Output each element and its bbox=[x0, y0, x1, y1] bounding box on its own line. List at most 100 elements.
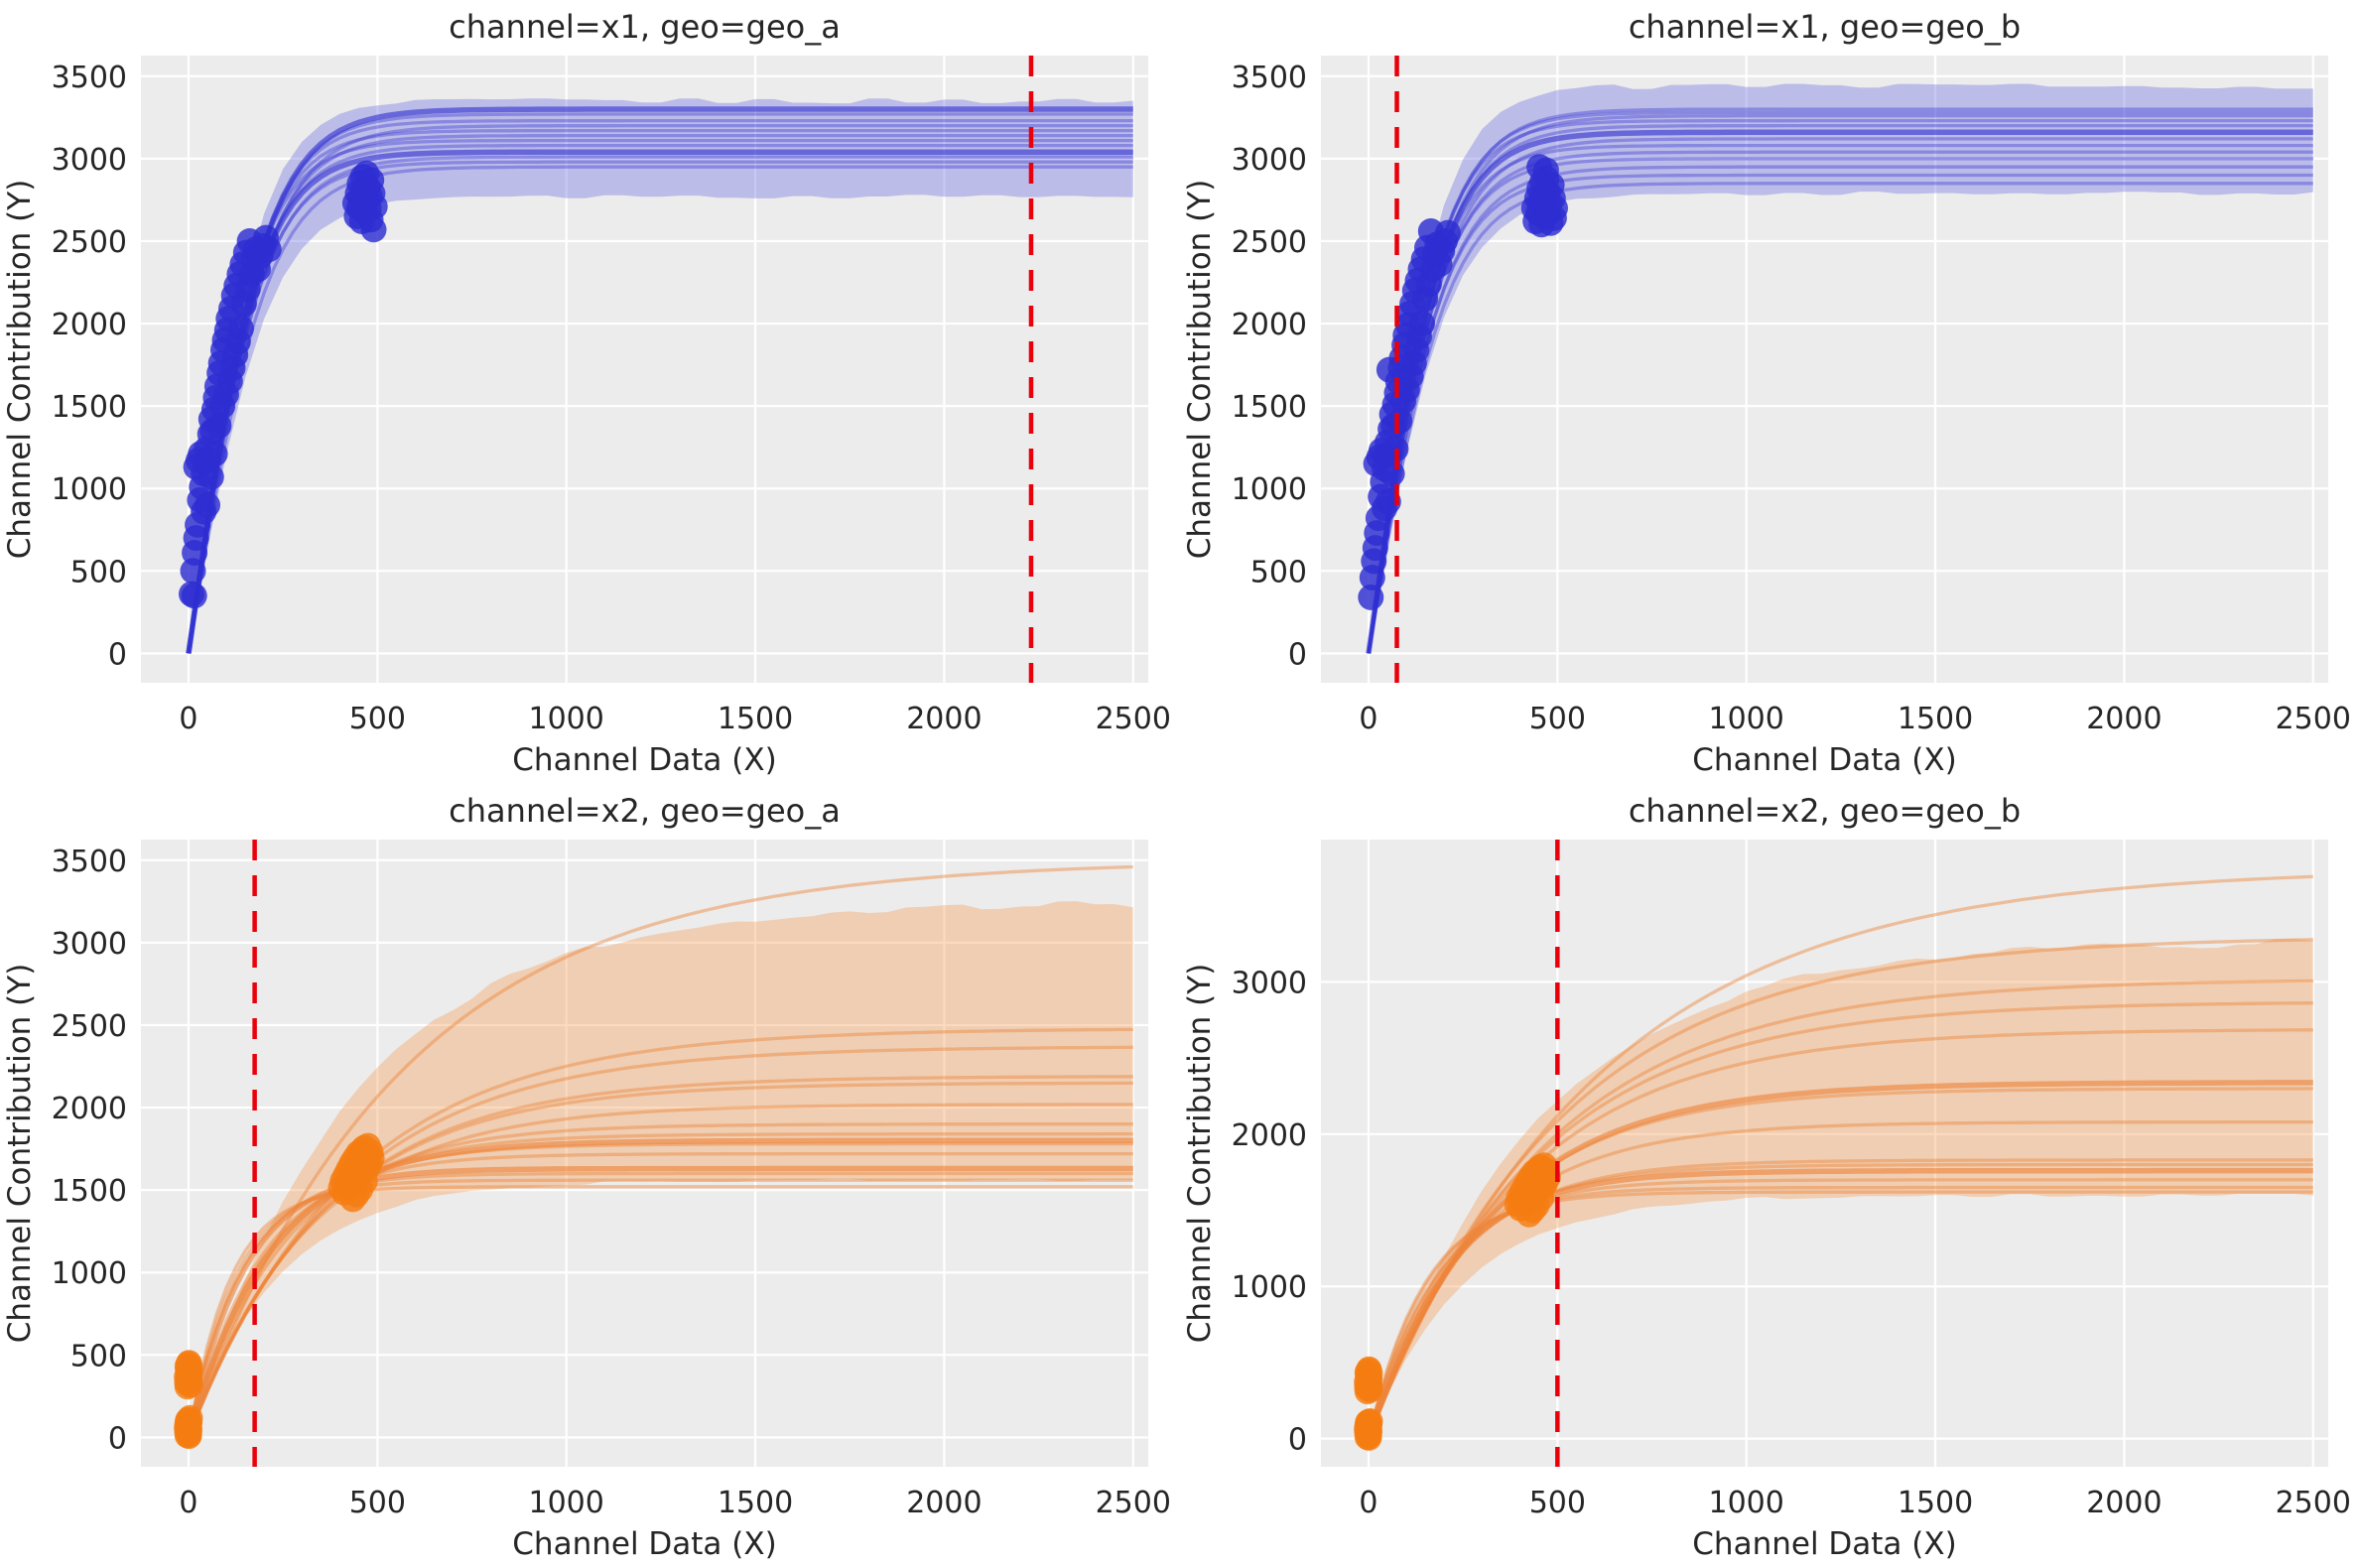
saturation-curve bbox=[1367, 110, 2313, 654]
scatter-point bbox=[181, 583, 207, 609]
y-tick-label: 2500 bbox=[52, 1009, 127, 1044]
x-tick-label: 1000 bbox=[529, 1486, 604, 1520]
scatter-point bbox=[1357, 1376, 1383, 1403]
x-tick-label: 2500 bbox=[2276, 702, 2351, 736]
y-tick-label: 2500 bbox=[52, 225, 127, 260]
saturation-curve bbox=[187, 155, 1133, 654]
scatter-point bbox=[201, 441, 228, 467]
scatter-point bbox=[176, 1423, 202, 1450]
x-tick-label: 1000 bbox=[529, 702, 604, 736]
scatter-points bbox=[174, 1132, 385, 1450]
saturation-curves bbox=[186, 106, 1133, 654]
scatter-point bbox=[176, 1350, 202, 1376]
subplot-channel-x1-geo-a: 0 500 1000 1500 2000 2500 0 500 1000 1500 2000 2500… bbox=[2, 8, 1171, 778]
x-tick-label: 0 bbox=[1359, 1486, 1377, 1520]
saturation-curve bbox=[186, 106, 1133, 654]
scatter-point bbox=[1531, 1152, 1557, 1179]
y-tick-label: 3000 bbox=[1232, 966, 1307, 1000]
saturation-curve bbox=[1367, 938, 2313, 1440]
saturation-curve bbox=[1367, 107, 2313, 654]
x-tick-label: 1500 bbox=[1898, 702, 1973, 736]
saturation-curve bbox=[187, 864, 1133, 1438]
scatter-point bbox=[1386, 408, 1413, 435]
subplot-channel-x1-geo-b: 0 500 1000 1500 2000 2500 0 500 1000 1500 2000 2500… bbox=[1182, 8, 2351, 778]
saturation-curve bbox=[1367, 874, 2313, 1440]
grid-lines bbox=[141, 56, 1148, 683]
x-tick-label: 2500 bbox=[1096, 1486, 1171, 1520]
scatter-point bbox=[195, 491, 220, 518]
y-tick-label: 1500 bbox=[52, 1174, 127, 1209]
y-tick-label: 3500 bbox=[52, 845, 127, 879]
scatter-point bbox=[1434, 219, 1461, 246]
y-tick-label: 0 bbox=[108, 637, 127, 672]
scatter-point bbox=[1376, 356, 1402, 383]
subplot-title: channel=x2, geo=geo_b bbox=[1629, 792, 2021, 830]
x-tick-label: 500 bbox=[1529, 1486, 1586, 1520]
tick-labels: 0 500 1000 1500 2000 2500 0 500 1000 1500 2000 2500… bbox=[1232, 61, 2351, 736]
x-tick-label: 2000 bbox=[2086, 1486, 2162, 1520]
x-axis-label: Channel Data (X) bbox=[1692, 1526, 1956, 1562]
subplot-channel-x2-geo-a: 0 500 1000 1500 2000 2500 0 500 1000 1500 2000 2500… bbox=[2, 792, 1171, 1562]
y-tick-label: 3000 bbox=[52, 143, 127, 178]
saturation-curve bbox=[1367, 157, 2313, 654]
panel-background bbox=[141, 840, 1148, 1467]
y-tick-label: 1000 bbox=[52, 1256, 127, 1291]
scatter-point bbox=[1356, 1356, 1382, 1382]
y-tick-label: 2000 bbox=[52, 308, 127, 342]
tick-labels: 0 500 1000 1500 2000 2500 0 500 1000 1500 2000 2500… bbox=[52, 61, 1171, 736]
scatter-point bbox=[177, 1372, 203, 1398]
uncertainty-band bbox=[1369, 939, 2313, 1439]
y-tick-label: 0 bbox=[1288, 1423, 1307, 1458]
x-tick-label: 500 bbox=[349, 1486, 406, 1520]
x-tick-label: 1500 bbox=[718, 1486, 793, 1520]
x-tick-label: 1500 bbox=[718, 702, 793, 736]
saturation-curve bbox=[1367, 165, 2313, 654]
y-tick-label: 3000 bbox=[52, 927, 127, 962]
y-axis-label: Channel Contribution (Y) bbox=[2, 180, 38, 560]
y-tick-label: 500 bbox=[70, 1339, 127, 1373]
x-tick-label: 2500 bbox=[1096, 702, 1171, 736]
y-tick-label: 1500 bbox=[1232, 390, 1307, 425]
subplot-title: channel=x1, geo=geo_a bbox=[449, 8, 841, 46]
scatter-points bbox=[1354, 1152, 1561, 1451]
y-axis-label: Channel Contribution (Y) bbox=[1182, 964, 1218, 1344]
saturation-curve bbox=[1367, 114, 2313, 654]
grid-lines bbox=[1321, 56, 2328, 683]
subplot-title: channel=x2, geo=geo_a bbox=[449, 792, 841, 830]
saturation-curve bbox=[187, 160, 1133, 654]
saturation-curve bbox=[187, 133, 1133, 654]
saturation-curve bbox=[187, 165, 1133, 654]
x-tick-label: 500 bbox=[1529, 702, 1586, 736]
scatter-point bbox=[360, 216, 387, 243]
saturation-curve bbox=[187, 138, 1133, 654]
x-tick-label: 0 bbox=[179, 1486, 197, 1520]
grid-lines bbox=[1321, 840, 2328, 1467]
saturation-curve bbox=[1367, 118, 2313, 654]
saturation-curves bbox=[1366, 107, 2313, 654]
y-tick-label: 3000 bbox=[1232, 143, 1307, 178]
saturation-curve bbox=[1367, 137, 2313, 654]
tick-labels: 0 500 1000 1500 2000 2500 0 1000 2000 3000 bbox=[1232, 966, 2351, 1520]
saturation-curve bbox=[187, 112, 1133, 654]
x-tick-label: 0 bbox=[1359, 702, 1377, 736]
scatter-point bbox=[197, 463, 224, 490]
scatter-point bbox=[354, 1132, 381, 1159]
scatter-point bbox=[255, 236, 282, 263]
saturation-curve bbox=[1367, 150, 2313, 654]
y-tick-label: 2000 bbox=[1232, 308, 1307, 342]
x-tick-label: 2500 bbox=[2276, 1486, 2351, 1520]
x-tick-label: 1000 bbox=[1709, 1486, 1784, 1520]
x-tick-label: 2000 bbox=[2086, 702, 2162, 736]
saturation-curve bbox=[1366, 129, 2313, 654]
y-tick-label: 1000 bbox=[52, 472, 127, 507]
saturation-curve bbox=[187, 118, 1133, 654]
x-tick-label: 1000 bbox=[1709, 702, 1784, 736]
scatter-point bbox=[1532, 157, 1559, 184]
scatter-point bbox=[205, 413, 232, 440]
y-tick-label: 1000 bbox=[1232, 1270, 1307, 1305]
y-axis-label: Channel Contribution (Y) bbox=[1182, 180, 1218, 560]
scatter-points bbox=[179, 160, 388, 609]
tick-labels: 0 500 1000 1500 2000 2500 0 500 1000 1500 2000 2500… bbox=[52, 845, 1171, 1520]
scatter-point bbox=[1409, 311, 1435, 336]
